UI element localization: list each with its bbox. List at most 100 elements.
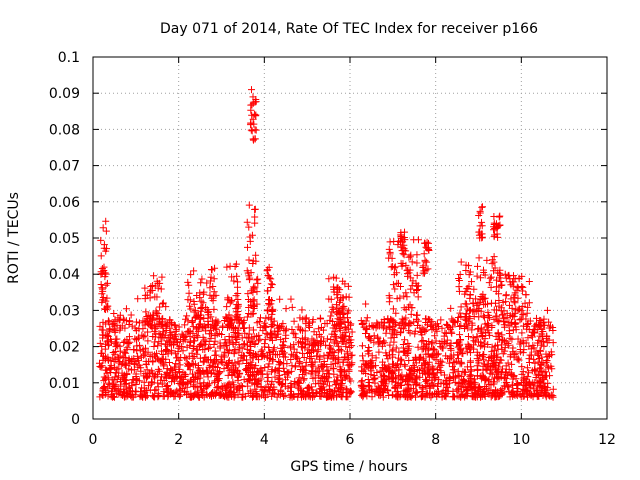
- data-point: [159, 359, 167, 367]
- data-point: [210, 340, 218, 348]
- data-point: [229, 364, 237, 372]
- data-point: [419, 262, 427, 270]
- data-point: [302, 340, 310, 348]
- data-point: [166, 338, 174, 346]
- data-point: [247, 372, 255, 380]
- data-point: [409, 385, 417, 393]
- data-point: [101, 345, 109, 353]
- data-point: [119, 353, 127, 361]
- data-point: [420, 250, 428, 258]
- data-point: [116, 326, 124, 334]
- data-point: [211, 324, 219, 332]
- data-point: [463, 348, 471, 356]
- data-point: [388, 391, 396, 399]
- data-point: [339, 388, 347, 396]
- data-point: [111, 363, 119, 371]
- data-point: [110, 309, 118, 317]
- data-point: [498, 388, 506, 396]
- data-point: [325, 342, 333, 350]
- data-point: [437, 316, 445, 324]
- data-point: [343, 386, 351, 394]
- data-point: [176, 386, 184, 394]
- data-point: [525, 380, 533, 388]
- data-point: [147, 312, 155, 320]
- data-point: [320, 352, 328, 360]
- data-point: [245, 309, 253, 317]
- data-point: [508, 371, 516, 379]
- data-point: [344, 361, 352, 369]
- data-point: [190, 297, 198, 305]
- data-point: [159, 299, 167, 307]
- data-point: [261, 393, 269, 401]
- data-point: [245, 348, 253, 356]
- data-point: [145, 369, 153, 377]
- data-point: [180, 333, 188, 341]
- data-point: [522, 382, 530, 390]
- data-point: [327, 360, 335, 368]
- data-point: [455, 372, 463, 380]
- data-point: [447, 304, 455, 312]
- data-point: [290, 317, 298, 325]
- data-point: [282, 376, 290, 384]
- data-point: [371, 389, 379, 397]
- data-point: [474, 325, 482, 333]
- data-point: [179, 375, 187, 383]
- data-point: [296, 314, 304, 322]
- data-point: [110, 383, 118, 391]
- data-point: [268, 310, 276, 318]
- data-point: [499, 311, 507, 319]
- data-point: [405, 342, 413, 350]
- data-point: [185, 289, 193, 297]
- data-point: [176, 361, 184, 369]
- data-point: [162, 355, 170, 363]
- data-point: [422, 383, 430, 391]
- data-point: [292, 353, 300, 361]
- data-point: [474, 351, 482, 359]
- data-point: [100, 263, 108, 271]
- data-point: [401, 392, 409, 400]
- data-point: [251, 385, 259, 393]
- data-point: [207, 323, 215, 331]
- data-point: [158, 320, 166, 328]
- data-point: [371, 374, 379, 382]
- data-point: [469, 393, 477, 401]
- data-point: [112, 369, 120, 377]
- data-point: [100, 352, 108, 360]
- data-point: [511, 309, 519, 317]
- data-point: [542, 350, 550, 358]
- data-point: [359, 357, 367, 365]
- data-point: [154, 365, 162, 373]
- data-point: [228, 333, 236, 341]
- y-tick-label: 0.07: [49, 159, 80, 175]
- data-point: [253, 300, 261, 308]
- y-tick-label: 0.02: [49, 340, 80, 356]
- data-point: [99, 331, 107, 339]
- data-point: [454, 371, 462, 379]
- data-point: [274, 330, 282, 338]
- data-point: [280, 368, 288, 376]
- data-point: [255, 318, 263, 326]
- data-point: [187, 376, 195, 384]
- data-point: [407, 320, 415, 328]
- data-point: [379, 393, 387, 401]
- data-point: [111, 373, 119, 381]
- data-point: [122, 305, 130, 313]
- data-point: [417, 328, 425, 336]
- data-point: [347, 388, 355, 396]
- data-point: [476, 392, 484, 400]
- data-point: [282, 305, 290, 313]
- data-point: [151, 386, 159, 394]
- data-point: [454, 313, 462, 321]
- data-point: [202, 382, 210, 390]
- data-point: [385, 245, 393, 253]
- data-point: [388, 369, 396, 377]
- data-point: [210, 305, 218, 313]
- data-point: [170, 363, 178, 371]
- data-point: [487, 273, 495, 281]
- data-point: [327, 345, 335, 353]
- data-point: [530, 355, 538, 363]
- y-axis-label: ROTI / TECUs: [6, 192, 22, 284]
- data-point: [498, 385, 506, 393]
- data-point: [423, 244, 431, 252]
- data-point: [122, 393, 130, 401]
